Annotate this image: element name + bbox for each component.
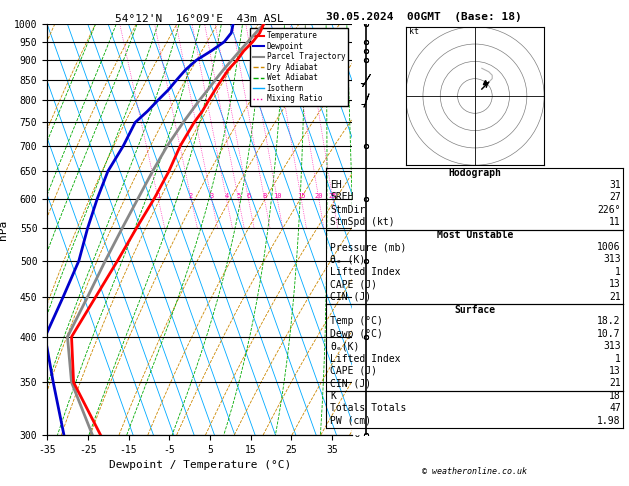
Text: 2: 2	[189, 192, 193, 199]
Text: 1: 1	[615, 267, 621, 277]
Text: θₑ(K): θₑ(K)	[330, 341, 360, 351]
Text: 8: 8	[262, 192, 267, 199]
Text: 6: 6	[354, 312, 359, 321]
Text: Pressure (mb): Pressure (mb)	[330, 242, 406, 252]
Text: 18: 18	[609, 391, 621, 401]
Text: Surface: Surface	[454, 305, 496, 314]
Title: 54°12'N  16°09'E  43m ASL: 54°12'N 16°09'E 43m ASL	[115, 14, 284, 23]
Text: CIN (J): CIN (J)	[330, 378, 371, 388]
Text: 2: 2	[354, 92, 359, 101]
Text: PW (cm): PW (cm)	[330, 416, 371, 426]
Legend: Temperature, Dewpoint, Parcel Trajectory, Dry Adiabat, Wet Adiabat, Isotherm, Mi: Temperature, Dewpoint, Parcel Trajectory…	[250, 28, 348, 106]
Text: 27: 27	[609, 192, 621, 203]
Text: 31: 31	[609, 180, 621, 190]
Text: Lifted Index: Lifted Index	[330, 354, 401, 364]
Text: 4: 4	[354, 200, 359, 209]
Text: 1.98: 1.98	[598, 416, 621, 426]
Text: 313: 313	[603, 254, 621, 264]
Text: 10: 10	[273, 192, 281, 199]
Y-axis label: hPa: hPa	[0, 220, 8, 240]
Text: 1: 1	[156, 192, 160, 199]
Text: 3: 3	[354, 141, 359, 151]
Text: 7: 7	[354, 373, 359, 382]
Text: Most Unstable: Most Unstable	[437, 230, 513, 240]
Text: 1006: 1006	[598, 242, 621, 252]
Text: CIN (J): CIN (J)	[330, 292, 371, 302]
Text: 1LCL: 1LCL	[354, 41, 374, 50]
Text: 15: 15	[297, 192, 306, 199]
Text: 226°: 226°	[598, 205, 621, 215]
Text: 18.2: 18.2	[598, 316, 621, 327]
Text: 5: 5	[237, 192, 240, 199]
Text: 313: 313	[603, 341, 621, 351]
Text: 10.7: 10.7	[598, 329, 621, 339]
Text: 25: 25	[328, 192, 337, 199]
Text: km
ASL: km ASL	[354, 410, 369, 428]
X-axis label: Dewpoint / Temperature (°C): Dewpoint / Temperature (°C)	[109, 460, 291, 470]
Text: Hodograph: Hodograph	[448, 168, 501, 178]
Text: 13: 13	[609, 279, 621, 289]
Text: CAPE (J): CAPE (J)	[330, 279, 377, 289]
Text: 5: 5	[354, 256, 359, 265]
Text: Totals Totals: Totals Totals	[330, 403, 406, 413]
Text: 47: 47	[609, 403, 621, 413]
Text: 30.05.2024  00GMT  (Base: 18): 30.05.2024 00GMT (Base: 18)	[326, 12, 521, 22]
Text: 21: 21	[609, 292, 621, 302]
Text: SREH: SREH	[330, 192, 353, 203]
Text: K: K	[330, 391, 336, 401]
Text: 13: 13	[609, 366, 621, 376]
Text: θₑ (K): θₑ (K)	[330, 254, 365, 264]
Text: © weatheronline.co.uk: © weatheronline.co.uk	[423, 467, 527, 476]
Text: Dewp (°C): Dewp (°C)	[330, 329, 383, 339]
Text: kt: kt	[409, 27, 419, 35]
Text: 11: 11	[609, 217, 621, 227]
Text: Lifted Index: Lifted Index	[330, 267, 401, 277]
Text: 20: 20	[314, 192, 323, 199]
Text: Temp (°C): Temp (°C)	[330, 316, 383, 327]
Text: 21: 21	[609, 378, 621, 388]
Text: 4: 4	[225, 192, 228, 199]
Text: 3: 3	[209, 192, 213, 199]
Text: StmSpd (kt): StmSpd (kt)	[330, 217, 395, 227]
Text: StmDir: StmDir	[330, 205, 365, 215]
Text: EH: EH	[330, 180, 342, 190]
Text: 6: 6	[246, 192, 250, 199]
Text: 8: 8	[354, 431, 359, 439]
Text: 1: 1	[615, 354, 621, 364]
Text: CAPE (J): CAPE (J)	[330, 366, 377, 376]
